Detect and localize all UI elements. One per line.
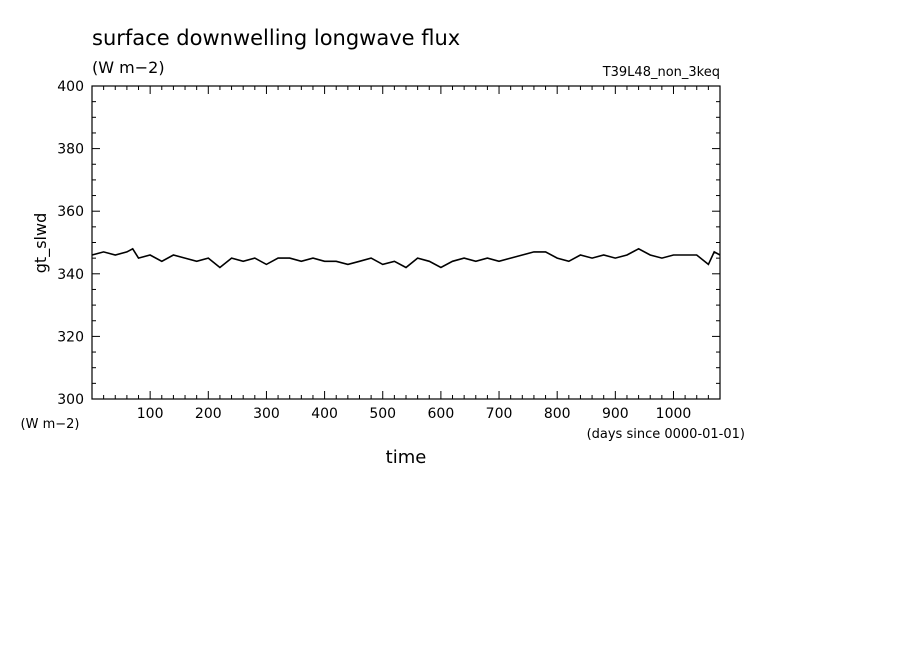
y-tick-label: 380 — [57, 142, 84, 158]
x-tick-label: 400 — [311, 406, 338, 422]
x-tick-label: 700 — [486, 406, 513, 422]
y-axis-label: gt_slwd — [31, 213, 51, 273]
y-tick-label: 340 — [57, 267, 84, 283]
chart-title: surface downwelling longwave flux — [92, 26, 460, 50]
x-tick-label: 1000 — [656, 406, 692, 422]
y-tick-label: 400 — [57, 79, 84, 95]
experiment-label: T39L48_non_3keq — [602, 65, 720, 80]
x-tick-label: 500 — [369, 406, 396, 422]
x-tick-label: 600 — [428, 406, 455, 422]
x-tick-label: 200 — [195, 406, 222, 422]
x-axis-label: time — [386, 447, 427, 468]
x-tick-label: 900 — [602, 406, 629, 422]
y-axis-ticks: 300 320 340 360 380 400 — [57, 79, 720, 408]
y-tick-label: 300 — [57, 392, 84, 408]
x-axis-unit: (days since 0000-01-01) — [587, 427, 745, 442]
series-line — [91, 247, 721, 269]
x-tick-label: 300 — [253, 406, 280, 422]
y-tick-label: 320 — [57, 329, 84, 345]
plot-frame — [91, 85, 721, 400]
y-tick-label: 360 — [57, 204, 84, 220]
x-tick-label: 100 — [137, 406, 164, 422]
x-axis-ticks: 100 200 300 400 500 600 700 800 900 1000 — [103, 86, 709, 422]
chart-subtitle: (W m−2) — [92, 58, 165, 77]
y-axis-unit: (W m−2) — [21, 417, 80, 432]
x-tick-label: 800 — [544, 406, 571, 422]
